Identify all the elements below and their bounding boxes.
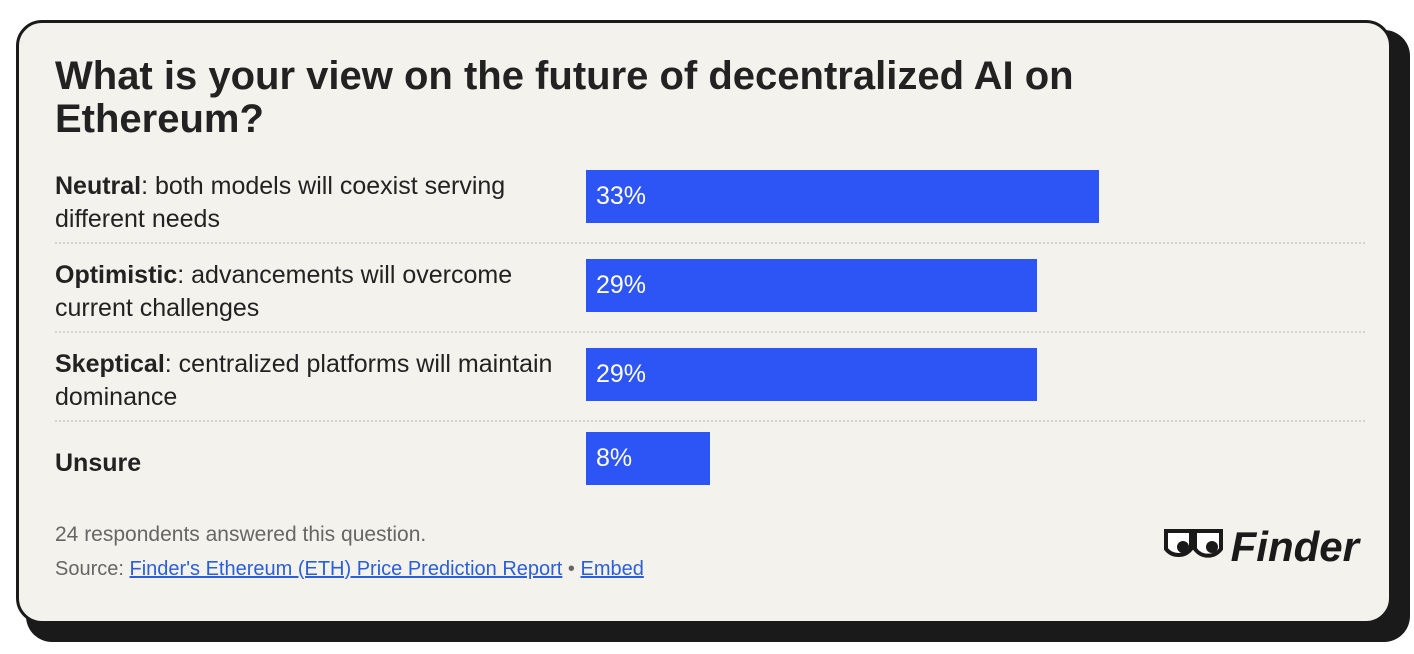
category-label: Neutral: both models will coexist servin…: [55, 170, 575, 236]
source-link[interactable]: Finder's Ethereum (ETH) Price Prediction…: [129, 558, 563, 580]
category-detail: : advancements will overcome current cha…: [55, 261, 513, 322]
value-label: 29%: [596, 360, 647, 388]
chart-title: What is your view on the future of decen…: [55, 54, 1074, 141]
row: Unsure 8%: [55, 431, 1365, 491]
card: What is your view on the future of decen…: [16, 20, 1392, 624]
category-term: Optimistic: [55, 261, 178, 289]
logo-eyes: [1163, 529, 1223, 558]
row: Neutral: both models will coexist servin…: [55, 170, 1365, 244]
bar: 8%: [586, 432, 711, 485]
value-label: 33%: [596, 182, 647, 210]
category-term: Skeptical: [55, 350, 165, 378]
row: Skeptical: centralized platforms will ma…: [55, 348, 1365, 422]
logo: Finder: [1163, 523, 1359, 571]
row: Optimistic: advancements will overcome c…: [55, 259, 1365, 333]
category-label: Optimistic: advancements will overcome c…: [55, 259, 575, 325]
category-term: Neutral: [55, 172, 142, 200]
category-detail: : both models will coexist serving diffe…: [55, 172, 506, 233]
category-label: Skeptical: centralized platforms will ma…: [55, 348, 575, 414]
value-label: 29%: [596, 271, 647, 299]
source-label: Source:: [55, 558, 124, 580]
source: Source: Finder's Ethereum (ETH) Price Pr…: [55, 558, 644, 581]
note: 24 respondents answered this question.: [55, 523, 427, 546]
bar: 29%: [586, 348, 1037, 401]
separator: •: [567, 558, 575, 580]
bar: 33%: [586, 170, 1100, 223]
bar: 29%: [586, 259, 1037, 312]
category-label: Unsure: [55, 447, 575, 480]
value-label: 8%: [596, 444, 633, 472]
category-term: Unsure: [55, 449, 142, 477]
logo-text: Finder: [1230, 523, 1359, 570]
embed-link[interactable]: Embed: [580, 558, 644, 580]
category-detail: : centralized platforms will maintain do…: [55, 350, 553, 411]
